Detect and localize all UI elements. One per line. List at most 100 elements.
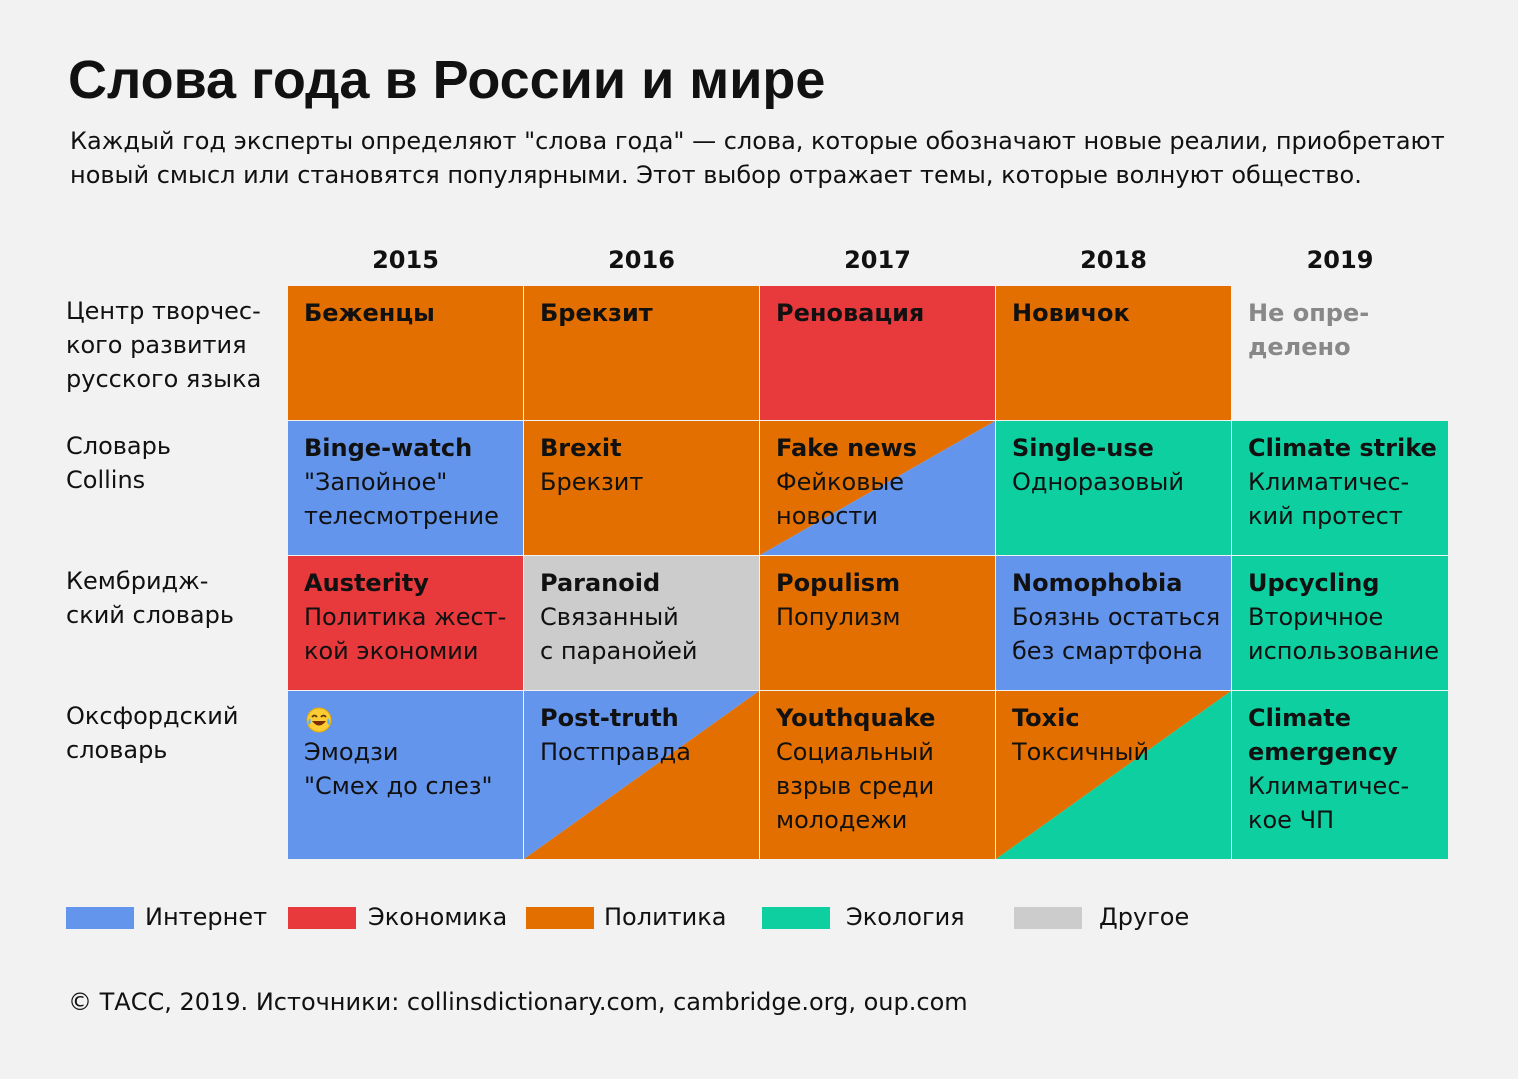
cell-word: Беженцы: [304, 299, 435, 327]
cell-text: Brexit Брекзит: [540, 431, 755, 499]
word-cell: Climate strike Климатичес- кий протест: [1232, 421, 1448, 555]
cell-translation: Социальный взрыв среди молодежи: [776, 738, 935, 834]
cell-word: Toxic: [1012, 704, 1080, 732]
word-cell: Новичок: [996, 286, 1231, 420]
word-cell: Youthquake Социальный взрыв среди молодеж…: [760, 691, 995, 859]
cell-translation: Эмодзи "Смех до слез": [304, 738, 493, 800]
cell-word: Paranoid: [540, 569, 661, 597]
cell-fill-ecology: [996, 691, 1231, 859]
cell-word: Climate strike: [1248, 434, 1437, 462]
cell-fill-politics: [524, 421, 759, 555]
word-cell: Fake news Фейковые новости: [760, 421, 995, 555]
cell-text: Youthquake Социальный взрыв среди молодеж…: [776, 701, 991, 837]
cell-text: Новичок: [1012, 296, 1227, 330]
cell-text: Climate strike Климатичес- кий протест: [1248, 431, 1444, 533]
tears-of-joy-emoji-icon: [304, 701, 519, 735]
cell-background: [996, 556, 1231, 690]
cell-word: Новичок: [1012, 299, 1130, 327]
word-cell: Беженцы: [288, 286, 523, 420]
cell-text: Climate emergency Климатичес- кое ЧП: [1248, 701, 1444, 837]
word-cell: Austerity Политика жест- кой экономии: [288, 556, 523, 690]
cell-fill-politics: [288, 286, 523, 420]
legend-swatch-economy: [288, 907, 356, 929]
legend-label-economy: Экономика: [368, 903, 508, 931]
word-cell: Не опре- делено: [1232, 286, 1448, 420]
legend-label-internet: Интернет: [145, 903, 268, 931]
word-cell: Single-use Одноразовый: [996, 421, 1231, 555]
cell-word: Не опре- делено: [1248, 299, 1370, 361]
row-label-source: Кембридж- ский словарь: [66, 567, 234, 629]
cell-text: Toxic Токсичный: [1012, 701, 1227, 769]
cell-word: Binge-watch: [304, 434, 473, 462]
cell-background: [288, 421, 523, 555]
cell-fill-economy: [760, 286, 995, 420]
cell-word: Austerity: [304, 569, 429, 597]
cell-word: Upcycling: [1248, 569, 1380, 597]
page-subtitle: Каждый год эксперты определяют "слова го…: [70, 127, 1445, 189]
cell-text: Upcycling Вторичное использование: [1248, 566, 1444, 668]
word-cell: Брекзит: [524, 286, 759, 420]
cell-translation: Фейковые новости: [776, 468, 905, 530]
cell-word: Populism: [776, 569, 901, 597]
cell-word: Post-truth: [540, 704, 679, 732]
legend-swatch-other: [1014, 907, 1082, 929]
word-cell: Upcycling Вторичное использование: [1232, 556, 1448, 690]
word-cell: Populism Популизм: [760, 556, 995, 690]
word-cell: Post-truth Постправда: [524, 691, 759, 859]
cell-fill-politics: [996, 286, 1231, 420]
cell-word: Fake news: [776, 434, 917, 462]
cell-text: Не опре- делено: [1248, 296, 1444, 364]
word-cell: Climate emergency Климатичес- кое ЧП: [1232, 691, 1448, 859]
cell-translation: Постправда: [540, 738, 691, 766]
cell-word: Single-use: [1012, 434, 1154, 462]
row-label-source: Словарь Collins: [66, 432, 172, 494]
cell-text: Брекзит: [540, 296, 755, 330]
cell-background: [1232, 691, 1448, 859]
cell-fill-politics: [760, 691, 995, 859]
cell-text: Populism Популизм: [776, 566, 991, 634]
cell-fill-internet: [288, 421, 523, 555]
cell-translation: Вторичное использование: [1248, 603, 1440, 665]
cell-text: Fake news Фейковые новости: [776, 431, 991, 533]
cell-fill-politics: [524, 286, 759, 420]
cell-background: [288, 286, 523, 420]
cell-background: [524, 556, 759, 690]
cell-background: [524, 691, 759, 859]
cell-translation: Климатичес- кий протест: [1248, 468, 1410, 530]
cell-word: Brexit: [540, 434, 622, 462]
cell-translation: Климатичес- кое ЧП: [1248, 772, 1410, 834]
cell-background: [996, 286, 1231, 420]
word-cell: Эмодзи "Смех до слез": [288, 691, 523, 859]
column-header-year: 2017: [844, 246, 911, 274]
legend-label-politics: Политика: [604, 903, 727, 931]
cell-word: Брекзит: [540, 299, 653, 327]
cell-fill-other: [524, 556, 759, 690]
cell-background: [288, 556, 523, 690]
cell-fill-ecology: [996, 421, 1231, 555]
cell-translation: Брекзит: [540, 468, 644, 496]
column-header-year: 2015: [372, 246, 439, 274]
cell-fill-ecology: [1232, 421, 1448, 555]
cell-background: [524, 286, 759, 420]
cell-word: Climate emergency: [1248, 704, 1398, 766]
cell-background: [996, 421, 1231, 555]
legend-label-other: Другое: [1099, 903, 1190, 931]
cell-translation: Связанный с паранойей: [540, 603, 698, 665]
word-cell: Binge-watch "Запойное" телесмотрение: [288, 421, 523, 555]
cell-text: Реновация: [776, 296, 991, 330]
cell-background: [760, 421, 995, 555]
cell-text: Post-truth Постправда: [540, 701, 755, 769]
cell-fill-internet: [996, 556, 1231, 690]
cell-fill-internet: [760, 421, 995, 555]
cell-fill-economy: [288, 556, 523, 690]
cell-text: Беженцы: [304, 296, 519, 330]
column-header-year: 2019: [1306, 246, 1374, 274]
legend-swatch-politics: [526, 907, 594, 929]
word-cell: Реновация: [760, 286, 995, 420]
cell-word: Nomophobia: [1012, 569, 1183, 597]
row-label-source: Центр творчес- кого развития русского яз…: [66, 297, 262, 393]
page-title: Слова года в России и мире: [68, 50, 826, 110]
cell-fill-ecology: [1232, 556, 1448, 690]
cell-word: Реновация: [776, 299, 925, 327]
column-header-year: 2018: [1080, 246, 1147, 274]
